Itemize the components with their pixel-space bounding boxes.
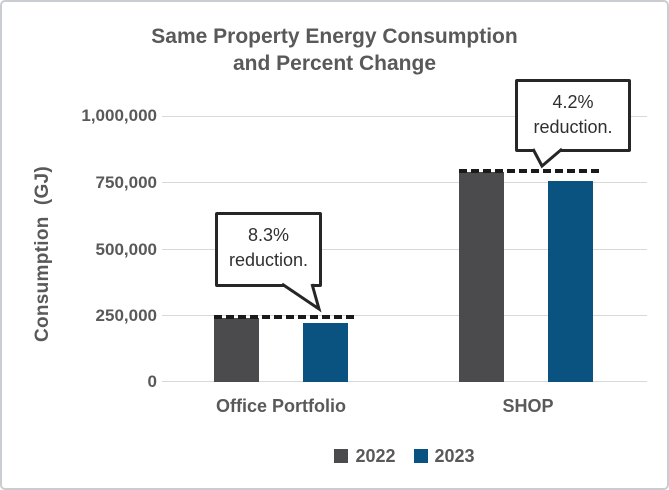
legend-label-2022: 2022 xyxy=(355,446,396,466)
plot-area xyxy=(162,116,647,382)
legend-swatch-2023 xyxy=(413,449,428,463)
callout-tail-office xyxy=(281,282,322,313)
callout-shop: 4.2% reduction. xyxy=(515,79,631,152)
callout-shop-line2: reduction. xyxy=(533,117,613,137)
callout-office-line2: reduction. xyxy=(228,250,309,270)
x-category-label-shop: SHOP xyxy=(502,396,554,416)
legend-item-2022: 2022 xyxy=(334,446,396,466)
bar-office-portfolio-2022 xyxy=(214,318,259,382)
callout-office-portfolio: 8.3% reduction. xyxy=(215,212,322,287)
callout-office-line1: 8.3% xyxy=(247,225,290,245)
callout-tail-shop xyxy=(531,147,563,169)
legend-label-2023: 2023 xyxy=(434,446,475,466)
y-tick-label: 750,000 xyxy=(95,173,157,192)
y-tick-label: 0 xyxy=(147,372,157,391)
callout-shop-line1: 4.2% xyxy=(552,92,594,112)
chart-title-line1: Same Property Energy Consumption xyxy=(151,25,518,48)
x-category-label-office-portfolio: Office Portfolio xyxy=(216,396,346,416)
bar-shop-2023 xyxy=(548,181,593,382)
y-tick-label: 250,000 xyxy=(95,306,157,325)
gridline-1000000 xyxy=(162,116,647,117)
chart-title: Same Property Energy Consumption and Per… xyxy=(2,23,667,77)
dashed-reference-line-shop xyxy=(459,169,599,173)
gridline-500000 xyxy=(162,249,647,250)
x-axis-line xyxy=(162,381,647,382)
legend-item-2023: 2023 xyxy=(413,446,475,466)
bar-office-portfolio-2023 xyxy=(303,323,348,382)
bar-shop-2022 xyxy=(459,172,504,382)
gridline-250000 xyxy=(162,315,647,316)
legend: 2022 2023 xyxy=(162,447,647,465)
legend-swatch-2022 xyxy=(334,449,349,463)
y-tick-label: 500,000 xyxy=(95,240,157,259)
gridline-750000 xyxy=(162,182,647,183)
chart-title-line2: and Percent Change xyxy=(232,52,437,75)
dashed-reference-line-office-portfolio xyxy=(214,315,354,319)
y-tick-label: 1,000,000 xyxy=(81,106,157,125)
